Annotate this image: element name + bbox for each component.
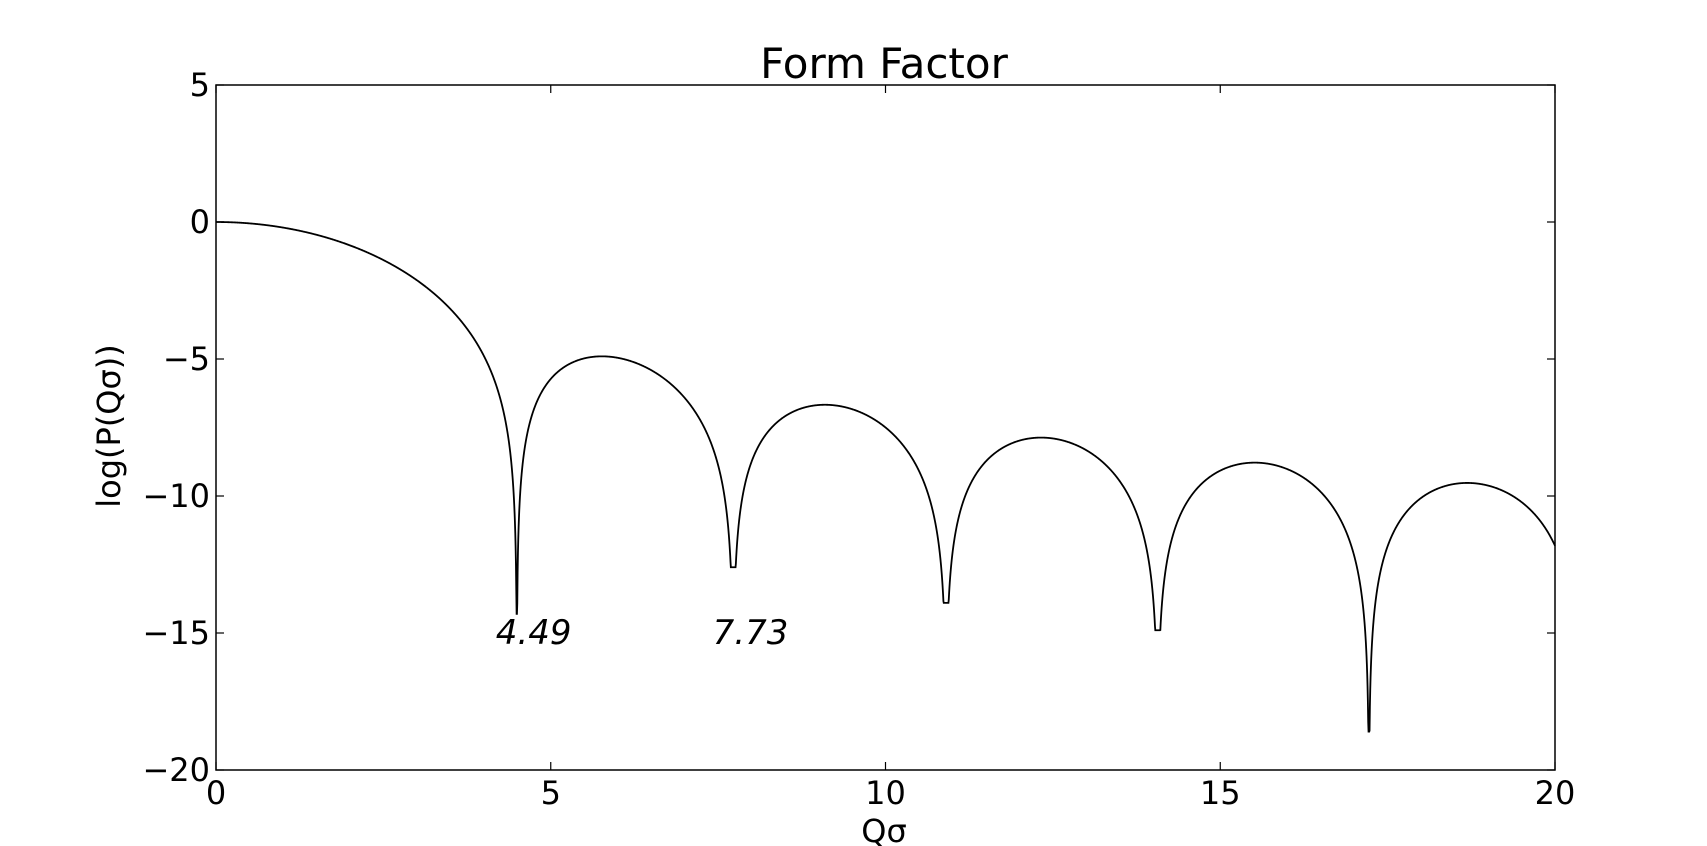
x-tick-label: 10 (865, 774, 906, 812)
y-tick-label: 0 (190, 203, 210, 241)
y-tick-label: 5 (190, 66, 210, 104)
y-tick-label: −5 (163, 340, 210, 378)
annotation-label: 7.73 (713, 613, 789, 653)
y-axis: 5 0 −5 −10 −15 −20 (142, 66, 1555, 789)
annotation-label: 4.49 (496, 613, 572, 653)
annotations: 4.49 7.73 (496, 613, 789, 653)
y-tick-label: −10 (142, 477, 210, 515)
x-axis-label: Qσ (861, 812, 906, 846)
chart-title: Form Factor (760, 39, 1008, 88)
y-axis-label: log(P(Qσ)) (90, 344, 128, 507)
series-line (216, 221, 1556, 733)
y-tick-label: −15 (142, 614, 210, 652)
x-tick-label: 20 (1535, 774, 1576, 812)
x-tick-label: 0 (206, 774, 226, 812)
x-tick-label: 15 (1200, 774, 1241, 812)
plot-area (215, 84, 1556, 771)
x-axis: 0 5 10 15 20 (206, 85, 1576, 812)
y-tick-label: −20 (142, 751, 210, 789)
x-tick-label: 5 (541, 774, 561, 812)
